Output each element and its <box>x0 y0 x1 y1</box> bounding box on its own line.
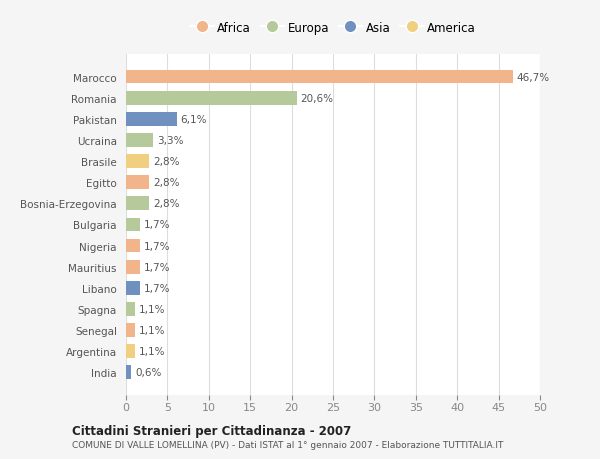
Bar <box>126 324 135 337</box>
Text: COMUNE DI VALLE LOMELLINA (PV) - Dati ISTAT al 1° gennaio 2007 - Elaborazione TU: COMUNE DI VALLE LOMELLINA (PV) - Dati IS… <box>72 441 503 449</box>
Bar <box>126 197 149 211</box>
Bar <box>126 112 176 126</box>
Text: 1,7%: 1,7% <box>144 220 171 230</box>
Bar <box>126 302 135 316</box>
Text: 1,7%: 1,7% <box>144 262 171 272</box>
Text: 1,7%: 1,7% <box>144 283 171 293</box>
Bar <box>126 281 140 295</box>
Text: 1,1%: 1,1% <box>139 304 166 314</box>
Text: 0,6%: 0,6% <box>135 368 161 377</box>
Bar <box>126 260 140 274</box>
Bar <box>126 218 140 232</box>
Bar <box>126 176 149 190</box>
Text: 1,1%: 1,1% <box>139 325 166 335</box>
Bar <box>126 92 296 105</box>
Bar <box>126 155 149 168</box>
Text: 2,8%: 2,8% <box>154 157 180 167</box>
Text: 3,3%: 3,3% <box>157 135 184 146</box>
Text: 2,8%: 2,8% <box>154 199 180 209</box>
Text: 20,6%: 20,6% <box>301 94 334 103</box>
Text: 6,1%: 6,1% <box>181 115 207 124</box>
Text: 1,7%: 1,7% <box>144 241 171 251</box>
Bar <box>126 366 131 379</box>
Text: 46,7%: 46,7% <box>517 73 550 82</box>
Bar <box>126 134 154 147</box>
Bar <box>126 345 135 358</box>
Legend: Africa, Europa, Asia, America: Africa, Europa, Asia, America <box>185 17 481 39</box>
Text: 2,8%: 2,8% <box>154 178 180 188</box>
Bar <box>126 71 512 84</box>
Text: Cittadini Stranieri per Cittadinanza - 2007: Cittadini Stranieri per Cittadinanza - 2… <box>72 424 351 437</box>
Bar <box>126 239 140 253</box>
Text: 1,1%: 1,1% <box>139 347 166 356</box>
